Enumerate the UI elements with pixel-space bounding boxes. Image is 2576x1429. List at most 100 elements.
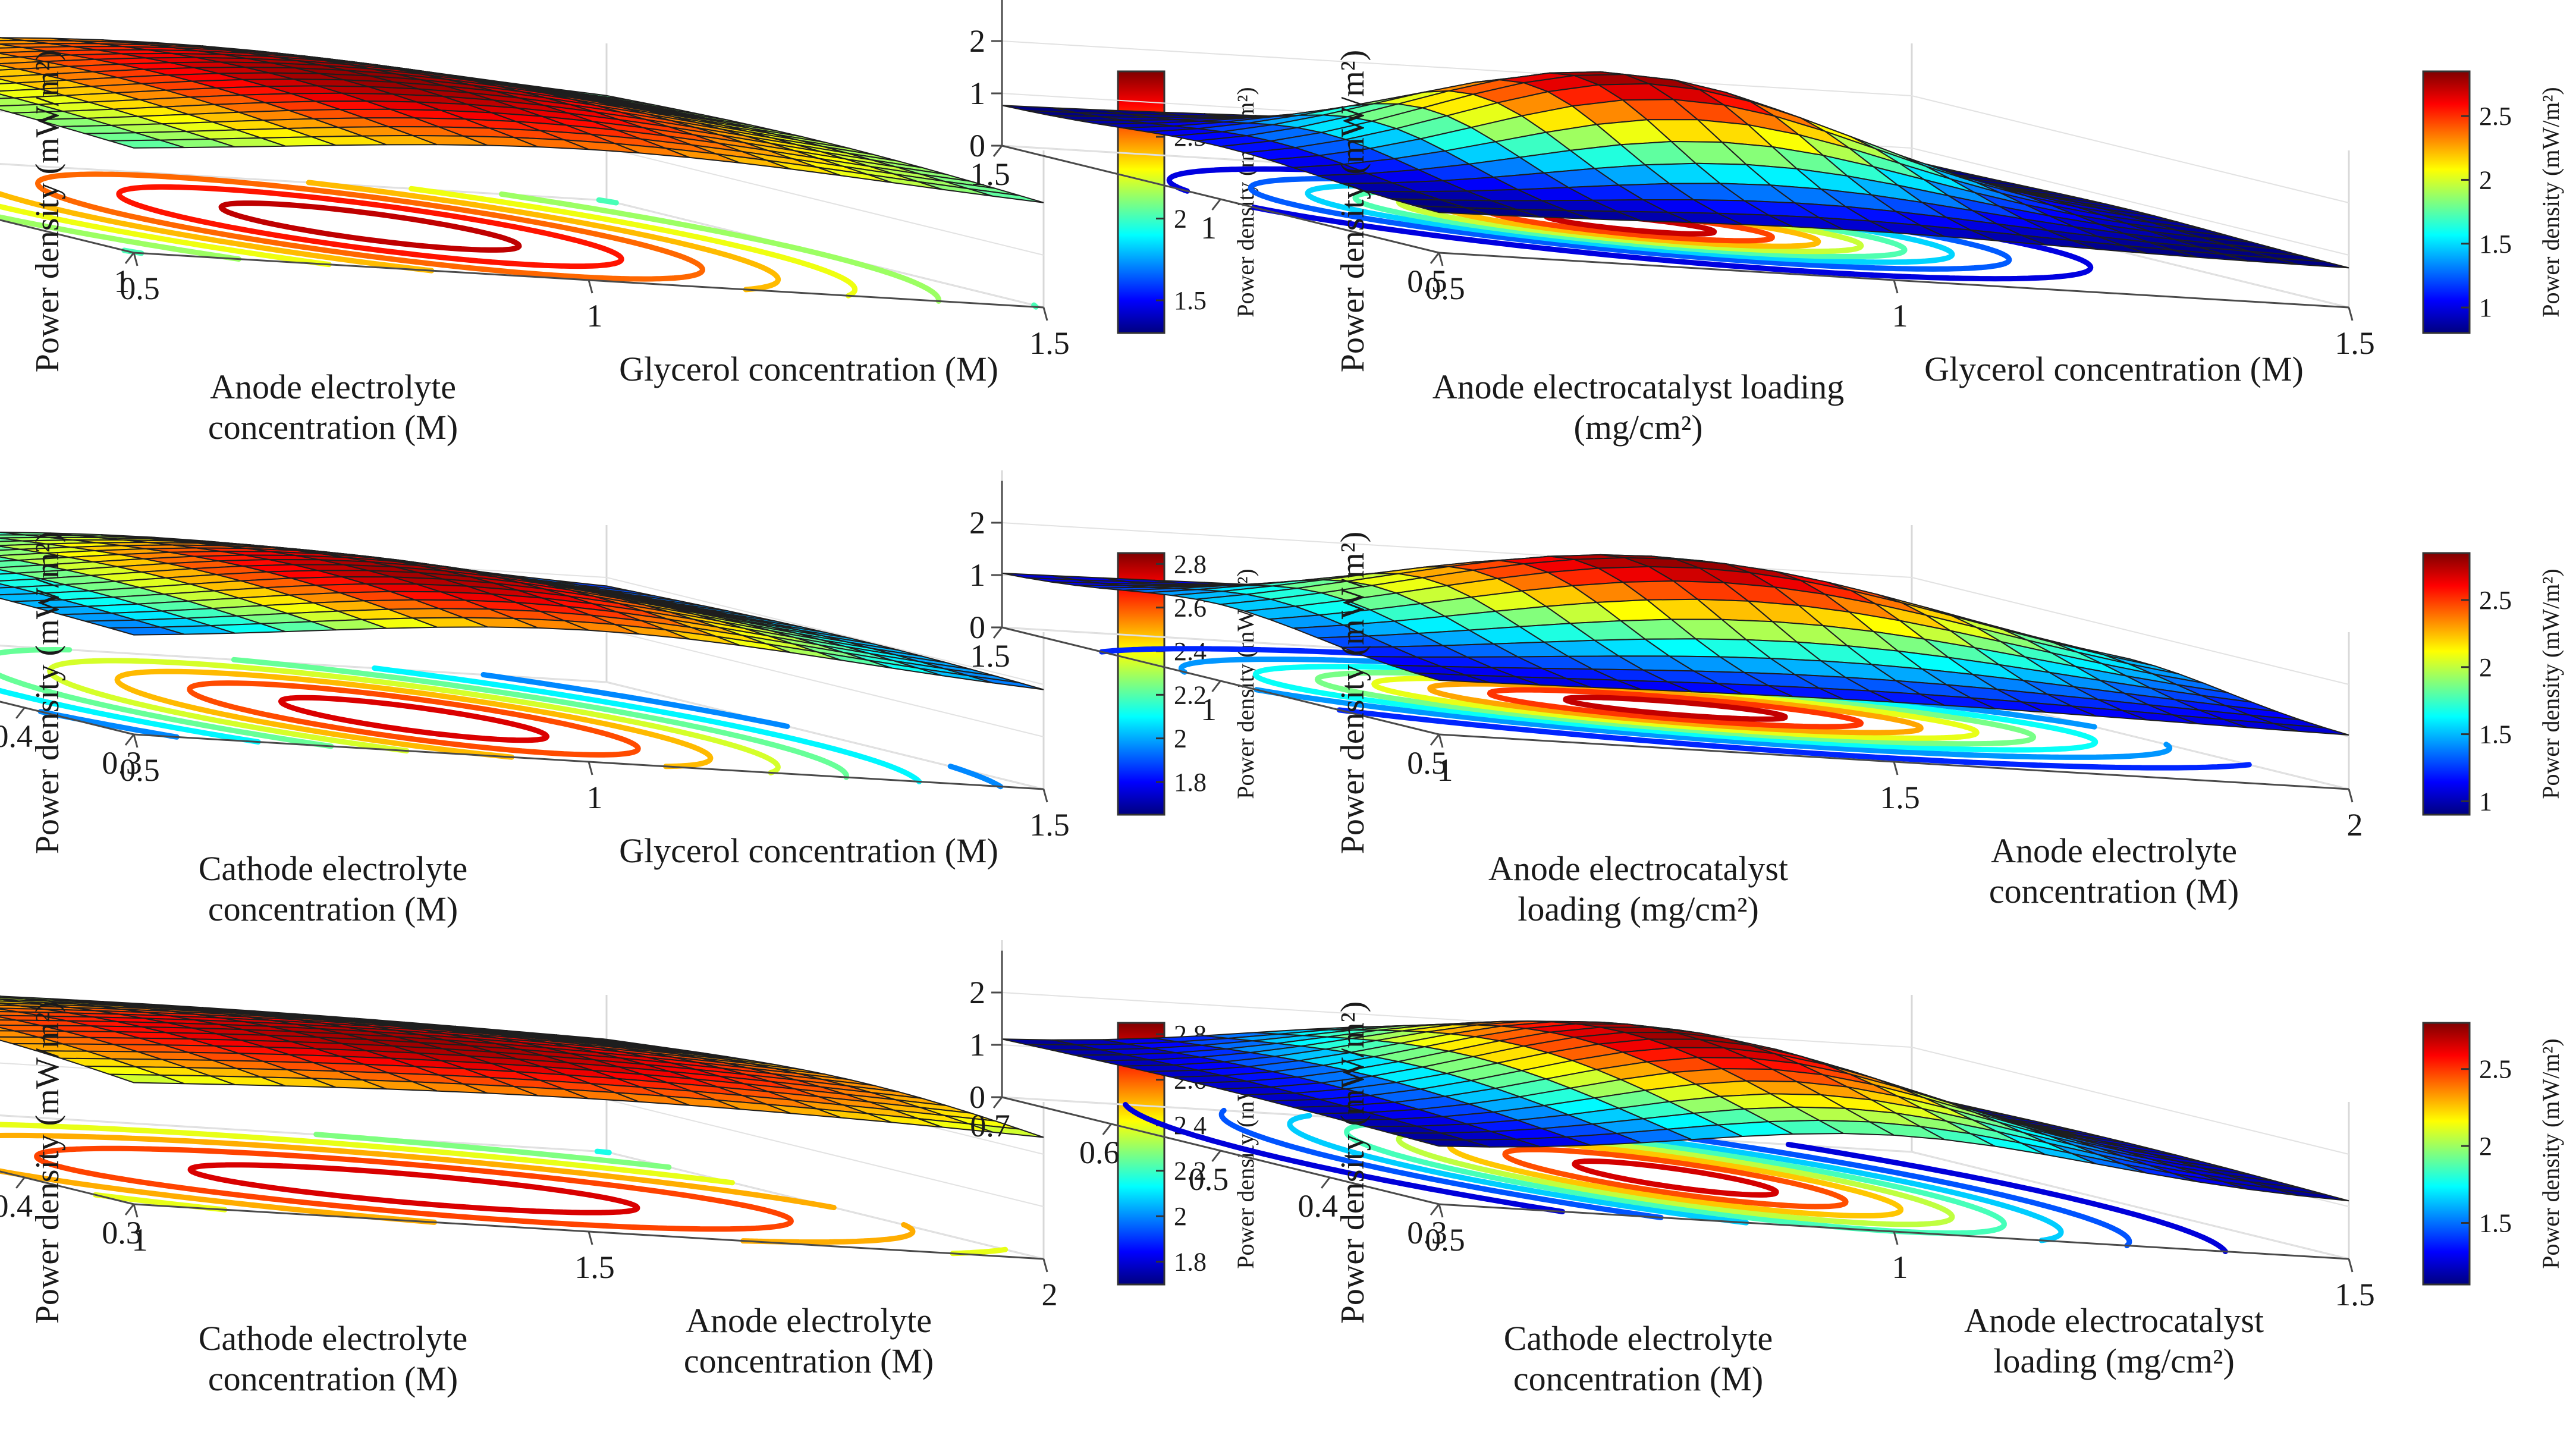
y-axis-label: (mg/cm²) bbox=[1573, 408, 1702, 447]
x-axis-label: concentration (M) bbox=[684, 1342, 934, 1380]
y-axis-line bbox=[0, 701, 134, 736]
colorbar-tick-label: 2.5 bbox=[2479, 102, 2512, 131]
x-tick-label: 0.5 bbox=[1425, 1222, 1465, 1258]
surface-plot-1: 0.511.521.51012Glycerol concentration (M… bbox=[0, 37, 1259, 447]
y-axis-label: loading (mg/cm²) bbox=[1518, 890, 1759, 928]
y-tick-mark bbox=[992, 1097, 1003, 1108]
x-tick-mark bbox=[1042, 307, 1048, 321]
y-tick-mark bbox=[124, 734, 135, 746]
colorbar-tick-label: 1.8 bbox=[1174, 768, 1207, 797]
contour-line bbox=[278, 695, 550, 743]
y-axis-label: concentration (M) bbox=[208, 890, 458, 928]
x-tick-label: 1.5 bbox=[1880, 780, 1920, 815]
x-tick-label: 2 bbox=[2347, 807, 2363, 843]
y-axis-label: Anode electrocatalyst loading bbox=[1432, 368, 1845, 406]
contour-line bbox=[0, 180, 781, 293]
contour-line bbox=[1487, 687, 1864, 730]
contour-line bbox=[0, 647, 849, 780]
contour-line bbox=[1563, 695, 1788, 722]
y-axis-label: concentration (M) bbox=[208, 408, 458, 447]
axes-lines bbox=[991, 950, 2354, 1273]
y-axis-line bbox=[0, 219, 134, 254]
contour-line bbox=[313, 1132, 672, 1170]
x-tick-mark bbox=[588, 1231, 593, 1245]
contour-projection bbox=[0, 647, 1004, 790]
colorbar-gradient bbox=[2422, 1022, 2471, 1286]
x-tick-mark bbox=[588, 761, 593, 775]
x-tick-label: 1 bbox=[587, 298, 603, 334]
y-axis-label: concentration (M) bbox=[1513, 1359, 1763, 1398]
colorbar-label: Power density (mW/m²) bbox=[2537, 1038, 2564, 1268]
y-tick-label: 0.4 bbox=[1298, 1188, 1339, 1224]
surface-plot-5: 1 1.5 2 0.7 0.6 0.5 0.4 0.3 0 1 2 Anode electrolyte… bbox=[0, 995, 1259, 1398]
x-tick-mark bbox=[1438, 1204, 1444, 1218]
x-tick-mark bbox=[1042, 789, 1048, 803]
colorbar-tick-label: 2 bbox=[2479, 1132, 2492, 1161]
surface-mesh bbox=[1001, 554, 2349, 736]
x-tick-label: 2 bbox=[1042, 1277, 1058, 1312]
x-tick-mark bbox=[1893, 761, 1899, 775]
colorbar-tick-label: 2.5 bbox=[2479, 1055, 2512, 1084]
x-tick-label: 1 bbox=[1437, 752, 1453, 788]
x-axis-label: Anode electrolyte bbox=[686, 1301, 932, 1340]
x-tick-label: 0.5 bbox=[120, 271, 160, 306]
contour-line bbox=[34, 1145, 794, 1232]
axes-lines bbox=[991, 0, 2354, 321]
x-tick-label: 1.5 bbox=[1029, 325, 1070, 361]
y-tick-label: 0.5 bbox=[1189, 1161, 1229, 1197]
y-axis-label: Cathode electrolyte bbox=[199, 849, 468, 888]
z-axis-label: Power density (mW/m²) bbox=[1334, 532, 1371, 854]
colorbar-tick-label: 2 bbox=[2479, 165, 2492, 194]
y-axis-line bbox=[0, 1170, 134, 1205]
z-tick-label: 2 bbox=[969, 23, 985, 59]
colorbar-gradient bbox=[2422, 70, 2471, 334]
x-axis-label: Glycerol concentration (M) bbox=[619, 350, 998, 388]
y-axis-label: Anode electrolyte bbox=[210, 368, 456, 406]
z-axis-label: Power density (mW/m²) bbox=[1334, 1001, 1371, 1324]
surface-mesh bbox=[1001, 1020, 2349, 1202]
colorbar-tick-label: 1 bbox=[2479, 787, 2492, 816]
y-tick-label: 0.4 bbox=[0, 718, 33, 754]
y-tick-mark bbox=[992, 627, 1003, 639]
y-axis-label: Cathode electrolyte bbox=[1504, 1319, 1773, 1358]
z-axis-label: Power density (mW/m²) bbox=[29, 1001, 66, 1324]
x-tick-label: 1.5 bbox=[1029, 807, 1070, 843]
y-tick-mark bbox=[1102, 1123, 1112, 1135]
colorbar-tick-label: 2.5 bbox=[2479, 586, 2512, 615]
z-axis-label: Power density (mW/m²) bbox=[1334, 50, 1371, 372]
y-tick-label: 0.5 bbox=[1407, 263, 1447, 299]
colorbar-tick-label: 2 bbox=[1174, 1202, 1187, 1231]
y-tick-label: 1 bbox=[1201, 210, 1217, 246]
contour-projection bbox=[1123, 1102, 2228, 1254]
contour-line bbox=[1502, 1147, 1849, 1210]
contour-line bbox=[0, 186, 858, 299]
z-tick-label: 1 bbox=[969, 557, 985, 593]
x-tick-mark bbox=[133, 1204, 139, 1218]
y-axis-label: Cathode electrolyte bbox=[199, 1319, 468, 1358]
y-axis-label: concentration (M) bbox=[208, 1359, 458, 1398]
surface-mesh bbox=[1001, 71, 2349, 269]
axes-lines bbox=[991, 480, 2354, 803]
z-grid-line bbox=[1001, 40, 2349, 203]
colorbar-tick-label: 2 bbox=[1174, 205, 1187, 234]
colorbar: 2.5 2 1.5 1 Power density (mW/m²) bbox=[2422, 70, 2564, 334]
contour-line bbox=[1218, 1107, 2132, 1249]
x-tick-label: 1.5 bbox=[2335, 1277, 2375, 1312]
colorbar-tick-label: 1.8 bbox=[1174, 1248, 1207, 1277]
axes-lines bbox=[0, 1170, 1048, 1273]
x-tick-mark bbox=[2348, 1258, 2354, 1273]
y-tick-mark bbox=[15, 707, 26, 719]
colorbar-tick-label: 2.2 bbox=[1174, 680, 1207, 709]
colorbar-tick-label: 2.8 bbox=[1174, 549, 1207, 579]
contour-line bbox=[1572, 1158, 1779, 1198]
z-tick-label: 0 bbox=[969, 128, 985, 164]
y-tick-mark bbox=[1430, 1204, 1440, 1216]
colorbar-tick-label: 2.2 bbox=[1174, 1157, 1207, 1186]
colorbar-tick-label: 1.5 bbox=[2479, 1208, 2512, 1238]
surface-patch bbox=[968, 1123, 1044, 1138]
colorbar-tick-label: 1.5 bbox=[1174, 286, 1207, 315]
x-tick-label: 0.5 bbox=[120, 752, 160, 788]
y-tick-mark bbox=[992, 145, 1003, 157]
